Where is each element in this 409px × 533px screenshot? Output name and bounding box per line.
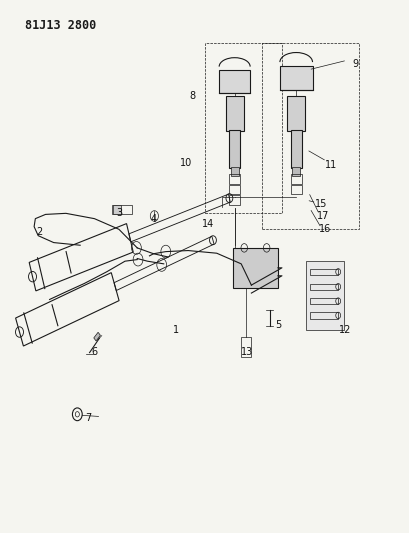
Text: 3: 3 xyxy=(116,208,122,219)
Text: 81J13 2800: 81J13 2800 xyxy=(25,19,97,33)
Bar xyxy=(94,332,100,341)
Text: 17: 17 xyxy=(317,211,329,221)
Bar xyxy=(229,174,240,183)
Bar xyxy=(310,312,338,319)
Text: 4: 4 xyxy=(151,214,157,224)
Text: 6: 6 xyxy=(91,346,97,357)
Text: 10: 10 xyxy=(180,158,192,168)
Bar xyxy=(310,298,338,304)
Text: 1: 1 xyxy=(173,325,179,335)
Bar xyxy=(226,96,244,131)
Text: 5: 5 xyxy=(275,320,281,330)
Bar xyxy=(229,195,240,205)
Text: 14: 14 xyxy=(202,219,215,229)
Bar xyxy=(280,66,312,90)
Bar xyxy=(291,184,301,194)
Text: 12: 12 xyxy=(339,325,351,335)
Bar xyxy=(262,43,360,229)
Bar xyxy=(292,166,300,176)
Text: 9: 9 xyxy=(352,60,358,69)
Text: 11: 11 xyxy=(325,160,337,171)
Bar xyxy=(306,261,344,330)
Bar xyxy=(229,184,240,194)
Bar xyxy=(204,43,282,213)
Bar xyxy=(112,205,132,214)
Text: 16: 16 xyxy=(319,224,331,235)
Bar xyxy=(113,205,121,214)
Bar xyxy=(241,337,252,357)
Bar xyxy=(231,166,239,176)
Bar xyxy=(233,248,278,288)
Text: 2: 2 xyxy=(36,227,43,237)
Bar xyxy=(219,70,250,93)
Text: 7: 7 xyxy=(85,413,92,423)
Bar xyxy=(229,130,240,168)
Text: 15: 15 xyxy=(315,199,327,209)
Text: 13: 13 xyxy=(241,346,254,357)
Bar xyxy=(291,174,301,183)
Bar xyxy=(310,284,338,290)
Bar xyxy=(291,130,301,168)
Text: 8: 8 xyxy=(189,91,196,101)
Bar xyxy=(310,269,338,275)
Bar xyxy=(287,96,305,131)
